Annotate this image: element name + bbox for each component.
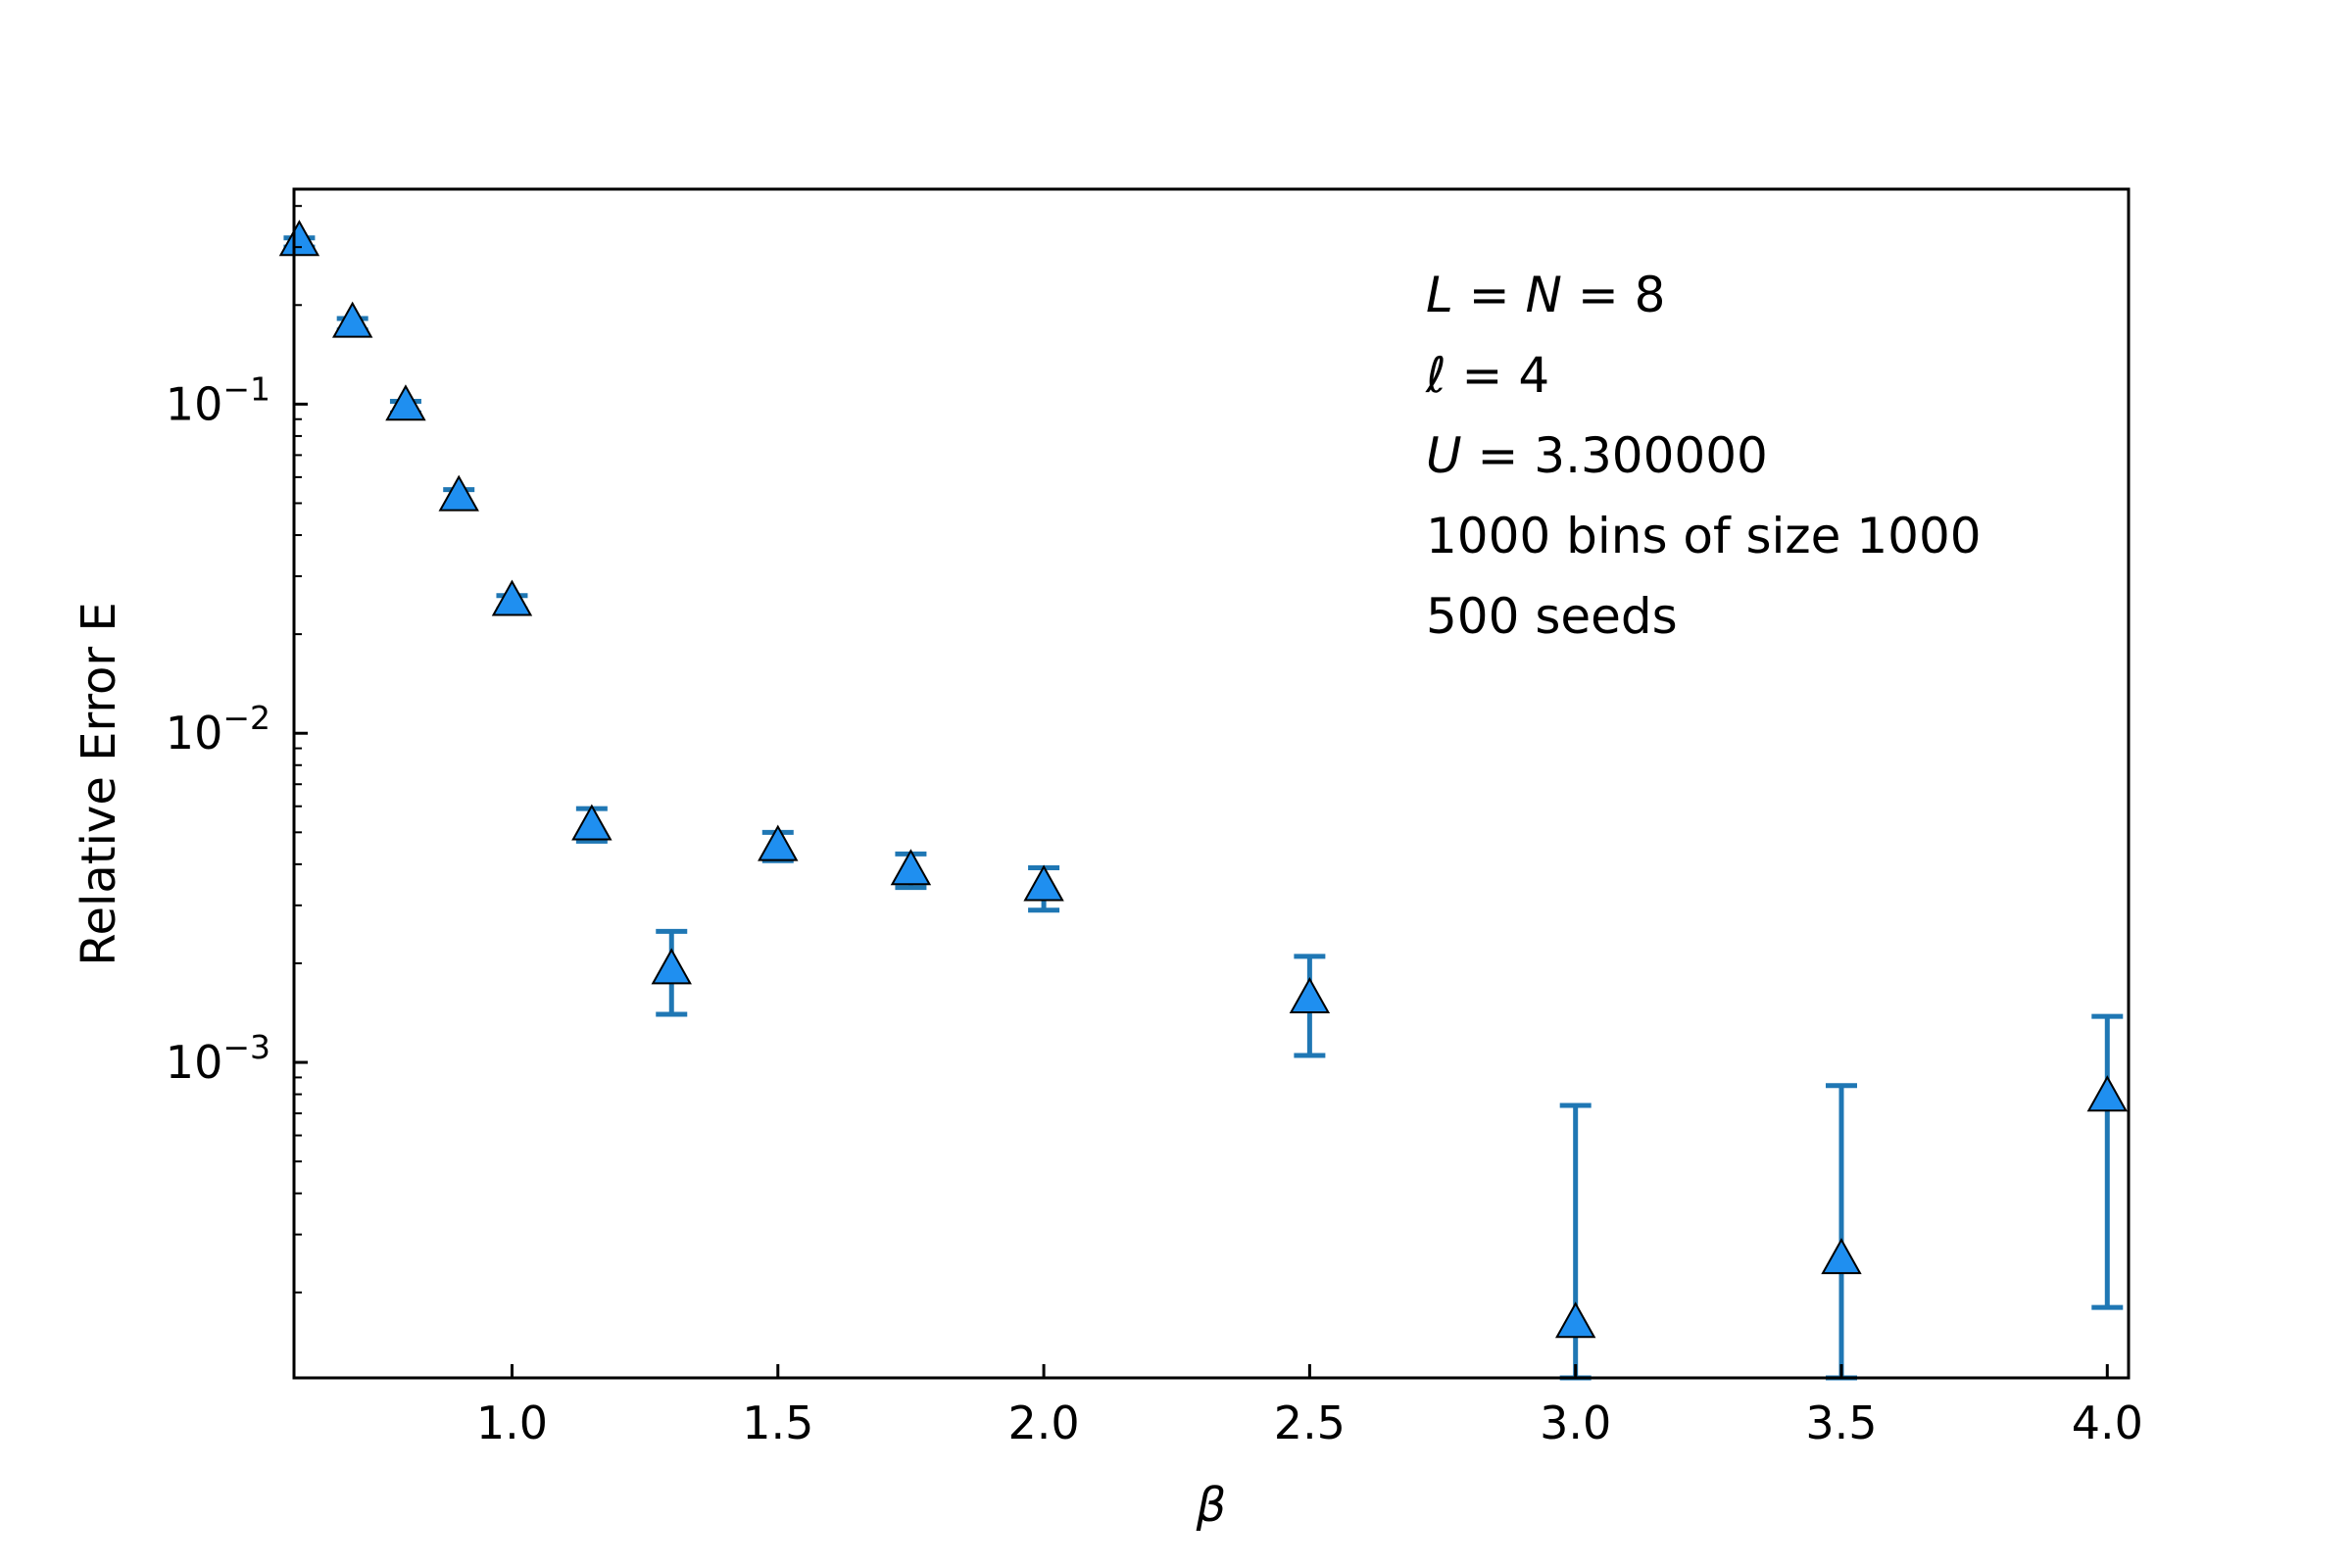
data-point bbox=[758, 824, 799, 861]
data-point bbox=[571, 804, 612, 841]
y-tick-exponent: −1 bbox=[222, 369, 270, 408]
data-point bbox=[890, 849, 932, 886]
annotation-text: 1000 bins of size 1000 bbox=[1426, 508, 1982, 564]
plot-area bbox=[294, 189, 2129, 1378]
annotation-line: 1000 bins of size 1000 bbox=[1426, 508, 1982, 564]
y-tick-label: 10−3 bbox=[166, 1028, 270, 1089]
annotation-text: = 4 bbox=[1446, 347, 1550, 404]
x-tick-label: 1.0 bbox=[476, 1396, 548, 1449]
annotation-italic: L bbox=[1426, 267, 1453, 323]
plot-frame bbox=[292, 187, 2131, 1380]
y-tick-exponent: −2 bbox=[222, 699, 270, 737]
annotation-line: 500 seeds bbox=[1426, 588, 1678, 645]
x-tick-label: 2.0 bbox=[1008, 1396, 1080, 1449]
annotation-line: ℓ = 4 bbox=[1425, 347, 1549, 404]
x-tick-label: 1.5 bbox=[742, 1396, 813, 1449]
axis-ticks: 1.0 1.5 2.0 2.5 3.0 3.5 4.010−110−210−3 bbox=[166, 205, 2143, 1449]
annotation-italic: ℓ bbox=[1425, 347, 1446, 404]
y-tick-base: 10 bbox=[166, 1036, 223, 1089]
data-point bbox=[278, 220, 320, 257]
annotation-text: = 8 bbox=[1562, 267, 1666, 323]
annotation-line: U = 3.300000 bbox=[1426, 427, 1768, 484]
data-point bbox=[2086, 1075, 2129, 1112]
y-tick-label: 10−2 bbox=[166, 699, 270, 760]
data-point bbox=[331, 301, 373, 338]
data-point bbox=[1289, 977, 1331, 1014]
y-axis-label: Relative Error E bbox=[72, 602, 126, 965]
data-point bbox=[491, 579, 533, 616]
annotation-text: = 3.300000 bbox=[1462, 427, 1768, 484]
y-tick-exponent: −3 bbox=[222, 1028, 270, 1066]
data-point bbox=[1821, 1238, 1862, 1275]
x-tick-label: 3.0 bbox=[1540, 1396, 1611, 1449]
annotation-italic: U bbox=[1426, 427, 1462, 484]
data-point bbox=[651, 948, 692, 985]
y-tick-label: 10−1 bbox=[166, 369, 270, 430]
x-tick-label: 3.5 bbox=[1805, 1396, 1877, 1449]
data-point bbox=[1554, 1301, 1596, 1339]
annotation-italic: N bbox=[1526, 267, 1562, 323]
x-axis-label: β bbox=[1196, 1478, 1227, 1533]
data-point bbox=[385, 384, 426, 421]
x-tick-label: 2.5 bbox=[1274, 1396, 1346, 1449]
annotation-line: L = N = 8 bbox=[1426, 267, 1665, 323]
data-point bbox=[1023, 864, 1064, 902]
annotation-text: = bbox=[1453, 267, 1526, 323]
y-tick-base: 10 bbox=[166, 377, 223, 430]
annotation-text: 500 seeds bbox=[1426, 588, 1678, 645]
data-point bbox=[438, 474, 479, 512]
x-tick-label: 4.0 bbox=[2072, 1396, 2143, 1449]
y-tick-base: 10 bbox=[166, 707, 223, 760]
